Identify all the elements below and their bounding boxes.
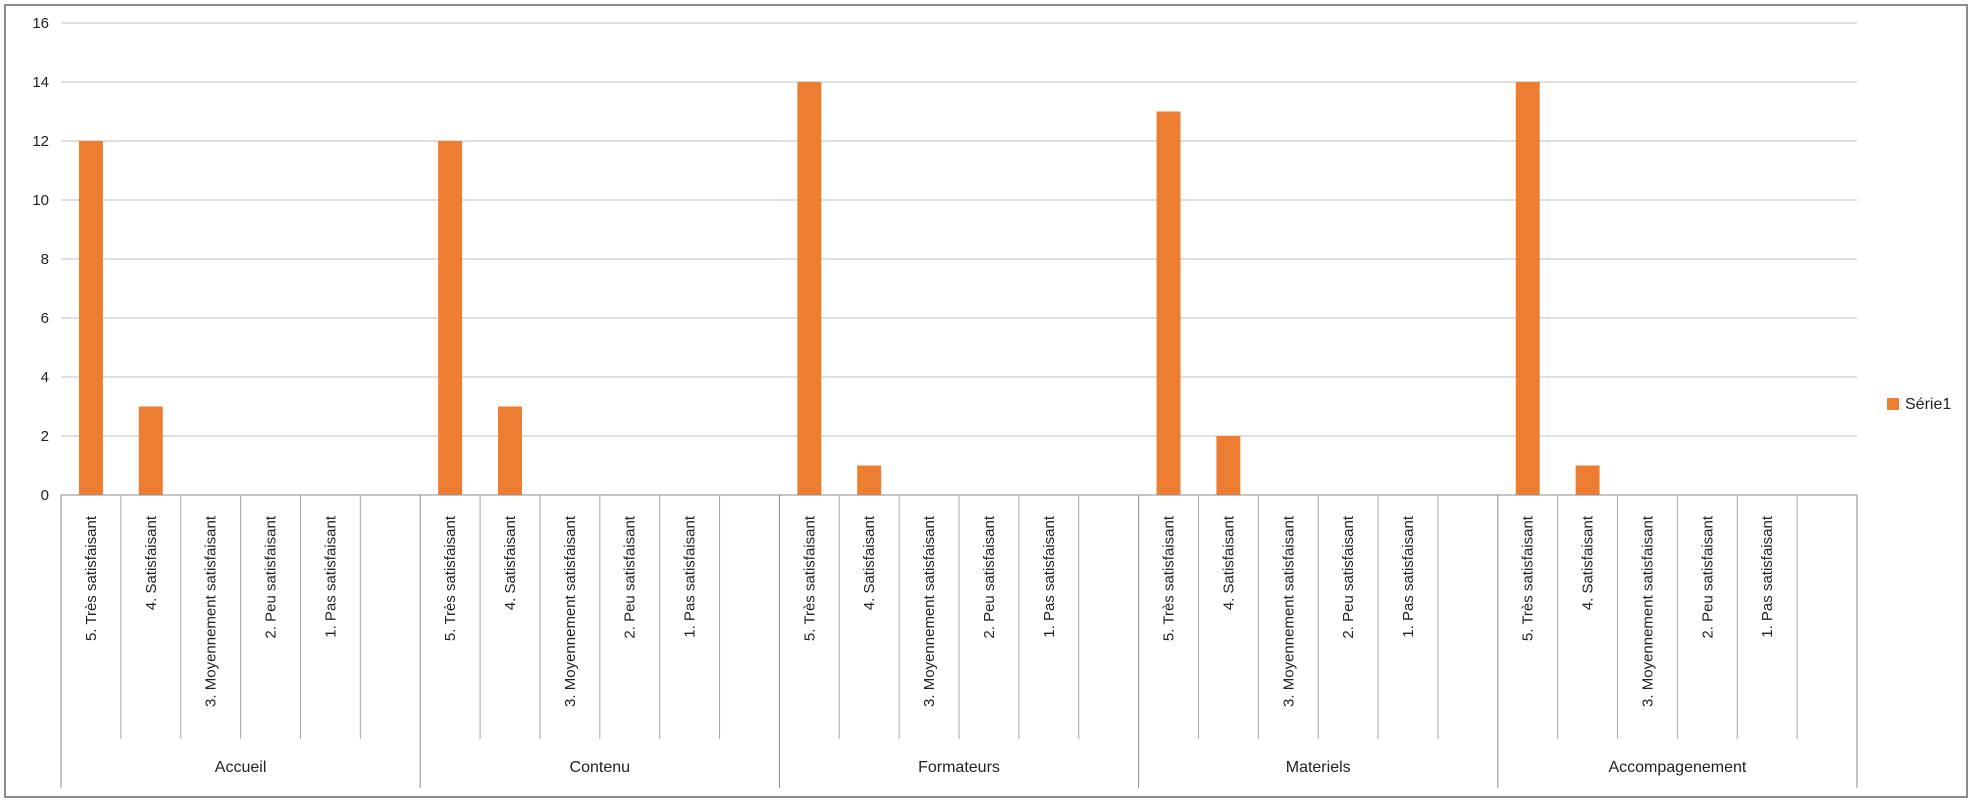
x-group-label: Accompagenement xyxy=(1608,759,1746,776)
legend-swatch xyxy=(1887,398,1899,410)
x-category-label: 4. Satisfaisant xyxy=(1580,515,1597,610)
x-category-label: 5. Très satisfaisant xyxy=(1161,515,1178,641)
x-group-label: Accueil xyxy=(215,759,267,776)
x-category-label: 1. Pas satisfaisant xyxy=(1400,515,1417,638)
x-group-label: Formateurs xyxy=(918,759,1000,776)
x-category-label: 5. Très satisfaisant xyxy=(83,515,100,641)
y-tick-label: 2 xyxy=(41,428,49,445)
bar xyxy=(1575,465,1600,495)
x-category-label: 5. Très satisfaisant xyxy=(801,515,818,641)
x-category-label: 1. Pas satisfaisant xyxy=(1041,515,1058,638)
bar xyxy=(857,465,882,495)
y-tick-label: 16 xyxy=(32,15,49,32)
bar xyxy=(797,82,822,495)
x-category-label: 3. Moyennement satisfaisant xyxy=(562,515,579,707)
y-tick-label: 6 xyxy=(41,310,49,327)
x-category-label: 2. Peu satisfaisant xyxy=(263,515,280,638)
x-category-label: 2. Peu satisfaisant xyxy=(1340,515,1357,638)
legend: Série1 xyxy=(1887,396,1951,413)
bar xyxy=(138,406,163,495)
x-group-label: Materiels xyxy=(1286,759,1351,776)
bar xyxy=(498,406,522,495)
x-category-label: 3. Moyennement satisfaisant xyxy=(921,515,938,707)
legend-label: Série1 xyxy=(1905,396,1951,413)
x-category-label: 2. Peu satisfaisant xyxy=(1699,515,1716,638)
x-category-label: 3. Moyennement satisfaisant xyxy=(1280,515,1297,707)
bars xyxy=(78,82,1600,495)
x-axis: 5. Très satisfaisant 4. Satisfaisant 3. Mo… xyxy=(60,494,1858,788)
x-category-label: 4. Satisfaisant xyxy=(143,515,160,610)
x-category-label: 1. Pas satisfaisant xyxy=(322,515,339,638)
bar xyxy=(1515,82,1540,495)
y-tick-label: 14 xyxy=(32,74,49,91)
x-category-label: 4. Satisfaisant xyxy=(861,515,878,610)
y-tick-label: 4 xyxy=(41,369,49,386)
chart-frame: 0 2 4 6 8 10 12 14 16 5. Très satisfaisant 4. Sat… xyxy=(4,4,1968,798)
y-tick-label: 8 xyxy=(41,251,49,268)
y-tick-label: 12 xyxy=(32,133,49,150)
y-tick-label: 10 xyxy=(32,192,49,209)
bar xyxy=(78,141,103,495)
gridlines xyxy=(61,22,1857,496)
x-category-label: 5. Très satisfaisant xyxy=(1520,515,1537,641)
bar xyxy=(1216,436,1241,495)
x-category-label: 5. Très satisfaisant xyxy=(442,515,459,641)
x-group-label: Contenu xyxy=(570,759,631,776)
x-category-label: 1. Pas satisfaisant xyxy=(682,515,699,638)
x-category-label: 4. Satisfaisant xyxy=(502,515,519,610)
x-category-label: 1. Pas satisfaisant xyxy=(1759,515,1776,638)
y-tick-label: 0 xyxy=(41,487,49,504)
x-category-label: 3. Moyennement satisfaisant xyxy=(1639,515,1656,707)
bar xyxy=(1156,111,1181,495)
x-category-label: 3. Moyennement satisfaisant xyxy=(203,515,220,707)
y-axis: 0 2 4 6 8 10 12 14 16 xyxy=(32,15,49,504)
bar xyxy=(438,141,463,495)
x-category-label: 2. Peu satisfaisant xyxy=(622,515,639,638)
bar-chart: 0 2 4 6 8 10 12 14 16 5. Très satisfaisant 4. Sat… xyxy=(32,15,1951,788)
x-category-label: 4. Satisfaisant xyxy=(1220,515,1237,610)
x-category-label: 2. Peu satisfaisant xyxy=(981,515,998,638)
